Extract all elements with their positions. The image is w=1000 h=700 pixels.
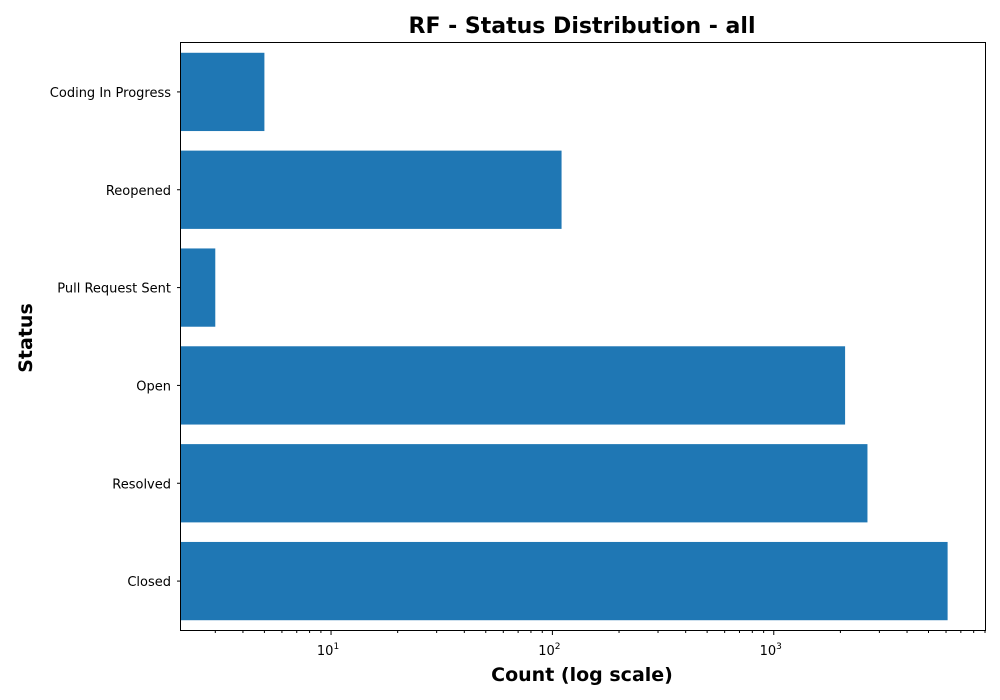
bar-reopened: [181, 150, 562, 229]
plot-frame: [180, 42, 986, 631]
y-tick-label-pull-request-sent: Pull Request Sent: [57, 282, 171, 297]
chart-title: RF - Status Distribution - all: [409, 14, 756, 39]
y-axis-title: Status: [15, 303, 37, 373]
x-tick-label: 102: [538, 642, 560, 659]
y-tick-label-reopened: Reopened: [106, 184, 171, 199]
ticks-layer: Coding In Progress Reopened Pull Request S…: [50, 86, 986, 659]
y-tick-label-resolved: Resolved: [112, 477, 171, 492]
bar-closed: [181, 541, 948, 621]
bar-resolved: [181, 444, 868, 523]
y-tick-label-open: Open: [136, 379, 171, 394]
x-tick-label: 103: [760, 642, 782, 659]
x-axis-title: Count (log scale): [491, 664, 673, 686]
bar-open: [181, 346, 846, 425]
y-tick-label-closed: Closed: [127, 575, 171, 590]
x-tick-label: 101: [317, 642, 339, 659]
bar-pull-request-sent: [181, 248, 216, 327]
bar-coding-in-progress: [181, 52, 265, 132]
bars-layer: [181, 52, 948, 621]
y-tick-label-coding-in-progress: Coding In Progress: [50, 86, 171, 101]
